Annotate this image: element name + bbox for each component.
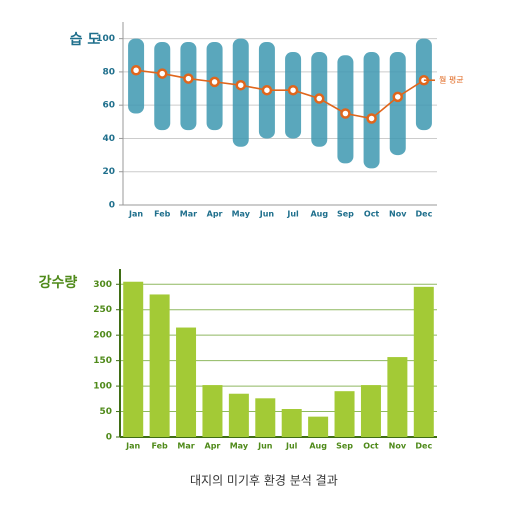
avg-point bbox=[392, 91, 403, 103]
y-tick-label: 250 bbox=[93, 305, 112, 315]
range-bar bbox=[180, 41, 197, 131]
x-tick-label: May bbox=[232, 210, 251, 219]
bar bbox=[387, 357, 408, 437]
y-tick-label: 80 bbox=[102, 67, 115, 77]
x-tick-label: Aug bbox=[309, 442, 327, 451]
avg-point bbox=[130, 64, 142, 76]
avg-point bbox=[157, 68, 168, 79]
x-tick-label: Jul bbox=[286, 210, 299, 219]
y-tick-label: 50 bbox=[99, 407, 112, 417]
bar bbox=[413, 286, 434, 437]
avg-point bbox=[235, 79, 246, 91]
bar bbox=[255, 398, 276, 437]
range-bar bbox=[389, 51, 406, 156]
avg-point bbox=[261, 84, 273, 96]
avg-point bbox=[366, 113, 377, 124]
x-tick-label: Mar bbox=[180, 210, 197, 219]
x-tick-label: Apr bbox=[205, 442, 221, 451]
y-tick-label: 0 bbox=[109, 201, 115, 211]
x-tick-label: Mar bbox=[177, 442, 194, 451]
avg-point bbox=[314, 93, 325, 104]
x-tick-label: May bbox=[230, 442, 249, 451]
x-tick-label: Nov bbox=[389, 210, 407, 219]
caption: 대지의 미기후 환경 분석 결과 bbox=[190, 474, 338, 488]
avg-line bbox=[135, 69, 425, 120]
x-tick-label: Oct bbox=[364, 210, 380, 219]
y-tick-label: 150 bbox=[93, 356, 112, 366]
chart-title: 강수량 bbox=[39, 274, 78, 291]
x-tick-label: Dec bbox=[415, 442, 432, 451]
y-tick-label: 0 bbox=[106, 433, 112, 443]
bar bbox=[123, 281, 144, 437]
x-tick-label: Jan bbox=[128, 210, 143, 219]
x-tick-label: Feb bbox=[151, 442, 168, 451]
y-tick-label: 100 bbox=[96, 34, 115, 44]
bar bbox=[149, 294, 170, 437]
y-tick-label: 20 bbox=[102, 167, 115, 177]
y-tick-label: 60 bbox=[102, 101, 115, 111]
bar bbox=[308, 416, 329, 437]
x-tick-label: Jan bbox=[125, 442, 140, 451]
range-bar bbox=[128, 38, 145, 114]
x-tick-label: Nov bbox=[389, 442, 407, 451]
x-tick-label: Oct bbox=[363, 442, 379, 451]
avg-point bbox=[183, 73, 194, 84]
avg-point bbox=[209, 76, 220, 88]
x-tick-label: Jun bbox=[257, 442, 273, 451]
bar bbox=[228, 393, 249, 437]
x-tick-label: Aug bbox=[310, 210, 328, 219]
y-tick-label: 40 bbox=[102, 134, 115, 144]
x-tick-label: Feb bbox=[154, 210, 171, 219]
bar bbox=[176, 327, 197, 437]
bar bbox=[334, 391, 355, 437]
chart-title: 습 도 bbox=[70, 32, 101, 48]
bar bbox=[202, 385, 223, 437]
bar bbox=[281, 409, 302, 437]
legend-label: 월 평균 bbox=[439, 75, 464, 85]
y-tick-label: 100 bbox=[93, 382, 112, 392]
x-tick-label: Dec bbox=[416, 210, 433, 219]
avg-point bbox=[287, 84, 299, 96]
y-tick-label: 200 bbox=[93, 331, 112, 341]
y-tick-label: 300 bbox=[93, 280, 112, 290]
avg-point bbox=[340, 108, 351, 119]
x-tick-label: Sep bbox=[337, 210, 354, 219]
range-bar bbox=[363, 51, 380, 169]
x-tick-label: Apr bbox=[207, 210, 223, 219]
range-bar bbox=[154, 41, 171, 131]
x-tick-label: Jun bbox=[259, 210, 275, 219]
bar bbox=[360, 385, 381, 437]
x-tick-label: Jul bbox=[285, 442, 298, 451]
x-tick-label: Sep bbox=[336, 442, 353, 451]
range-bar bbox=[232, 38, 249, 147]
